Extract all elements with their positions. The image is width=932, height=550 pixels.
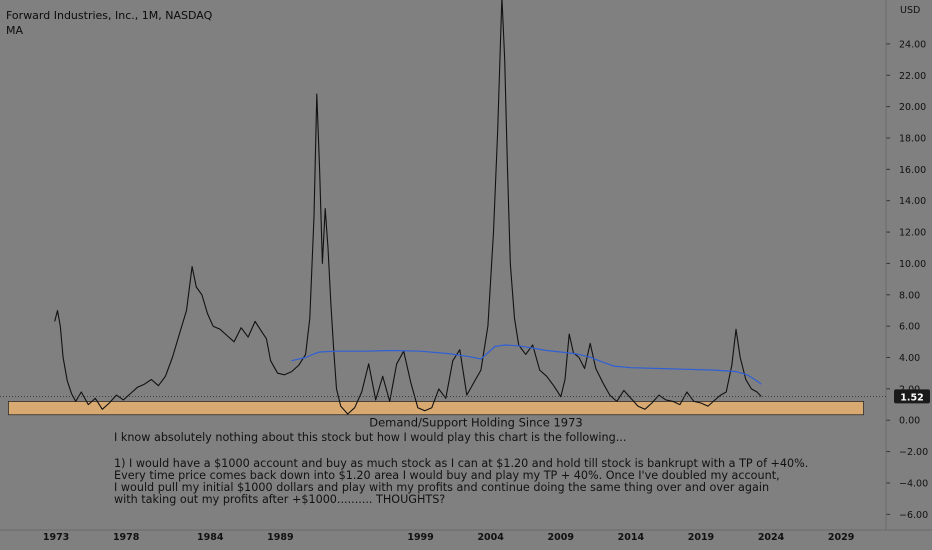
y-tick-label: −4.00 bbox=[899, 478, 928, 489]
y-tick-label: −2.00 bbox=[899, 447, 928, 458]
x-tick-label: 1978 bbox=[113, 532, 140, 543]
y-tick-label: 18.00 bbox=[899, 133, 926, 144]
x-tick-label: 2024 bbox=[758, 532, 785, 543]
currency-label: USD bbox=[900, 5, 920, 16]
x-tick-label: 2009 bbox=[548, 532, 574, 543]
x-tick-label: 1973 bbox=[43, 532, 69, 543]
x-tick-label: 1984 bbox=[197, 532, 224, 543]
x-tick-label: 2019 bbox=[688, 532, 714, 543]
x-tick-label: 2004 bbox=[477, 532, 504, 543]
note-line: I know absolutely nothing about this sto… bbox=[114, 431, 627, 444]
chart-title: Forward Industries, Inc., 1M, NASDAQ bbox=[6, 9, 213, 22]
current-price-badge[interactable] bbox=[894, 389, 930, 404]
y-tick-label: 14.00 bbox=[899, 196, 926, 207]
y-tick-label: 20.00 bbox=[899, 102, 926, 113]
y-tick-label: 22.00 bbox=[899, 71, 926, 82]
x-tick-label: 2014 bbox=[618, 532, 645, 543]
y-tick-label: 8.00 bbox=[899, 290, 920, 301]
x-tick-label: 2029 bbox=[828, 532, 854, 543]
indicator-label-ma[interactable]: MA bbox=[6, 24, 24, 37]
y-tick-label: 10.00 bbox=[899, 259, 926, 270]
y-tick-label: 24.00 bbox=[899, 39, 926, 50]
support-zone[interactable] bbox=[8, 401, 864, 416]
note-line: I would pull my initial $1000 dollars an… bbox=[114, 481, 770, 494]
note-line: Every time price comes back down into $1… bbox=[114, 469, 780, 482]
price-axis[interactable]: USD−6.00−4.00−2.000.002.004.006.008.0010… bbox=[886, 5, 928, 521]
moving-average-line[interactable] bbox=[291, 344, 762, 385]
note-line: 1) I would have a $1000 account and buy … bbox=[114, 457, 809, 470]
y-tick-label: 0.00 bbox=[899, 416, 920, 427]
y-tick-label: 6.00 bbox=[899, 322, 920, 333]
support-zone-label: Demand/Support Holding Since 1973 bbox=[369, 416, 582, 430]
y-tick-label: −6.00 bbox=[899, 510, 928, 521]
x-tick-label: 1999 bbox=[407, 532, 433, 543]
y-tick-label: 4.00 bbox=[899, 353, 920, 364]
current-price-value: 1.52 bbox=[900, 392, 923, 403]
price-line[interactable] bbox=[54, 0, 762, 415]
x-tick-label: 1989 bbox=[267, 532, 293, 543]
note-line: with taking out my profits after +$1000.… bbox=[114, 493, 446, 506]
y-tick-label: 16.00 bbox=[899, 165, 926, 176]
time-axis[interactable]: 1973 1978 1984 1989 1999 2004 2009 2014 2019 2024… bbox=[43, 532, 855, 543]
y-tick-label: 12.00 bbox=[899, 228, 926, 239]
